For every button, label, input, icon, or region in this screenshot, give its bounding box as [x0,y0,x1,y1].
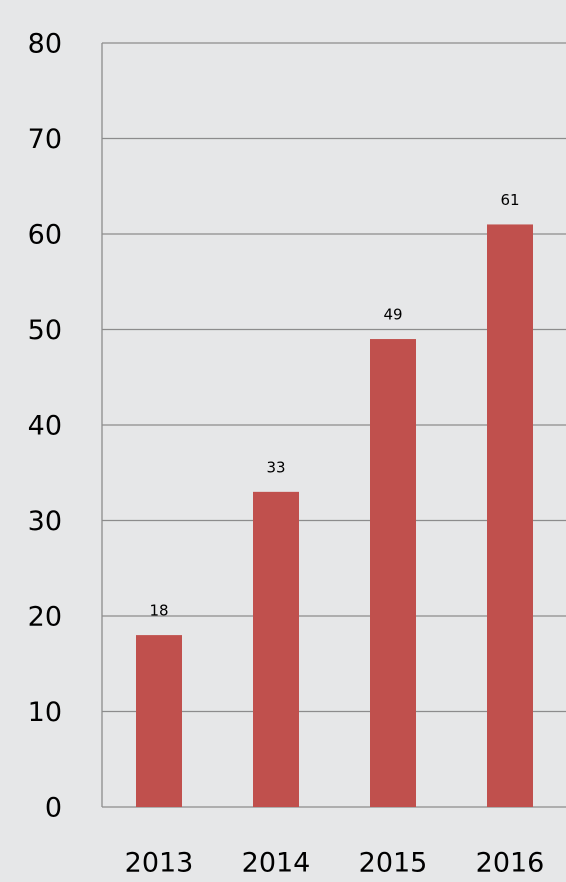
bar [370,339,416,807]
data-label: 49 [383,306,402,324]
bar [253,491,299,807]
bar [136,635,182,807]
y-tick-label: 40 [28,411,62,442]
y-tick-label: 20 [28,602,62,633]
y-tick-label: 80 [28,29,62,60]
bar [487,224,533,807]
y-tick-label: 60 [28,220,62,251]
x-tick-label: 2015 [359,848,428,879]
x-tick-label: 2016 [476,848,545,879]
data-label: 33 [266,458,285,476]
data-label: 61 [500,191,519,209]
x-tick-label: 2013 [125,848,194,879]
y-tick-label: 0 [45,793,62,824]
y-tick-label: 50 [28,315,62,346]
x-tick-label: 2014 [242,848,311,879]
y-tick-label: 30 [28,506,62,537]
data-label: 18 [149,602,168,620]
y-tick-label: 10 [28,697,62,728]
y-tick-label: 70 [28,124,62,155]
